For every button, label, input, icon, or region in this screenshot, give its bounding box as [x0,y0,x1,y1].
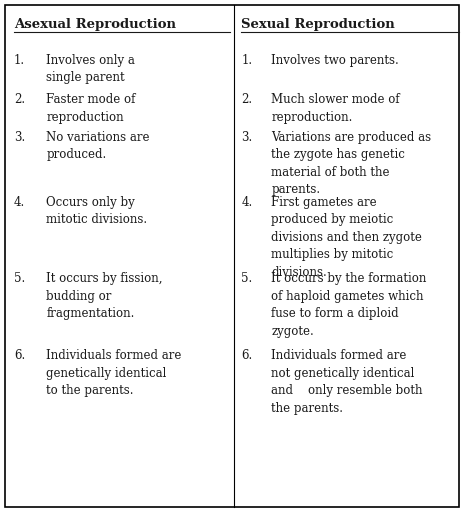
Text: It occurs by the formation
of haploid gametes which
fuse to form a diploid
zygot: It occurs by the formation of haploid ga… [271,272,426,338]
Text: 5.: 5. [14,272,25,285]
Text: Involves two parents.: Involves two parents. [271,54,398,67]
Text: 1.: 1. [14,54,25,67]
Text: 3.: 3. [14,131,25,143]
Text: 3.: 3. [241,131,252,143]
Text: Involves only a
single parent: Involves only a single parent [46,54,135,84]
Text: 4.: 4. [14,196,25,208]
Text: Individuals formed are
not genetically identical
and    only resemble both
the p: Individuals formed are not genetically i… [271,349,422,415]
Text: 1.: 1. [241,54,252,67]
Text: It occurs by fission,
budding or
fragmentation.: It occurs by fission, budding or fragmen… [46,272,163,321]
Text: 6.: 6. [241,349,252,362]
Text: Faster mode of
reproduction: Faster mode of reproduction [46,93,136,124]
Text: Variations are produced as
the zygote has genetic
material of both the
parents.: Variations are produced as the zygote ha… [271,131,431,196]
Text: Much slower mode of
reproduction.: Much slower mode of reproduction. [271,93,399,124]
Text: Individuals formed are
genetically identical
to the parents.: Individuals formed are genetically ident… [46,349,181,397]
Text: 2.: 2. [241,93,252,106]
Text: Sexual Reproduction: Sexual Reproduction [241,18,394,31]
Text: Occurs only by
mitotic divisions.: Occurs only by mitotic divisions. [46,196,147,226]
Text: 5.: 5. [241,272,252,285]
Text: No variations are
produced.: No variations are produced. [46,131,150,161]
Text: 4.: 4. [241,196,252,208]
Text: 6.: 6. [14,349,25,362]
Text: Asexual Reproduction: Asexual Reproduction [14,18,175,31]
Text: First gametes are
produced by meiotic
divisions and then zygote
multiplies by mi: First gametes are produced by meiotic di… [271,196,421,279]
Text: 2.: 2. [14,93,25,106]
